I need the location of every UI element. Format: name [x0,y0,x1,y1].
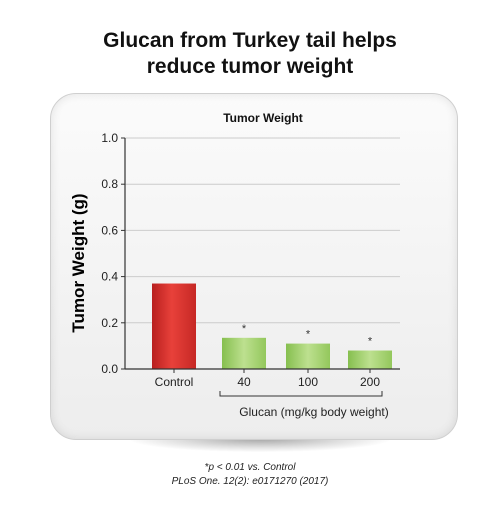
significance-marker: * [368,336,373,348]
headline: Glucan from Turkey tail helps reduce tum… [0,28,500,80]
x-tick-label: 100 [298,375,318,389]
bar-200 [348,350,392,369]
y-axis-label: Tumor Weight (g) [69,193,88,332]
y-tick-label: 0.2 [101,316,118,330]
bar-control [152,283,196,369]
x-tick-label: Control [155,375,194,389]
significance-marker: * [306,329,311,341]
footnote: *p < 0.01 vs. Control PLoS One. 12(2): e… [0,461,500,489]
x-tick-label: 40 [237,375,251,389]
headline-line-1: Glucan from Turkey tail helps [103,29,397,52]
significance-marker: * [242,323,247,335]
y-tick-label: 1.0 [101,131,118,145]
footnote-citation: PLoS One. 12(2): e0171270 (2017) [171,476,329,487]
y-tick-label: 0.0 [101,362,118,376]
y-tick-label: 0.8 [101,177,118,191]
x-tick-label: 200 [360,375,380,389]
y-tick-label: 0.6 [101,223,118,237]
group-label: Glucan (mg/kg body weight) [239,405,388,419]
chart-card [50,93,458,440]
footnote-significance: *p < 0.01 vs. Control [204,462,296,473]
chart-title: Tumor Weight [223,111,303,125]
y-tick-label: 0.4 [101,270,118,284]
headline-line-2: reduce tumor weight [146,55,354,78]
bar-100 [286,343,330,369]
group-bracket [219,391,383,397]
bar-40 [222,337,266,369]
